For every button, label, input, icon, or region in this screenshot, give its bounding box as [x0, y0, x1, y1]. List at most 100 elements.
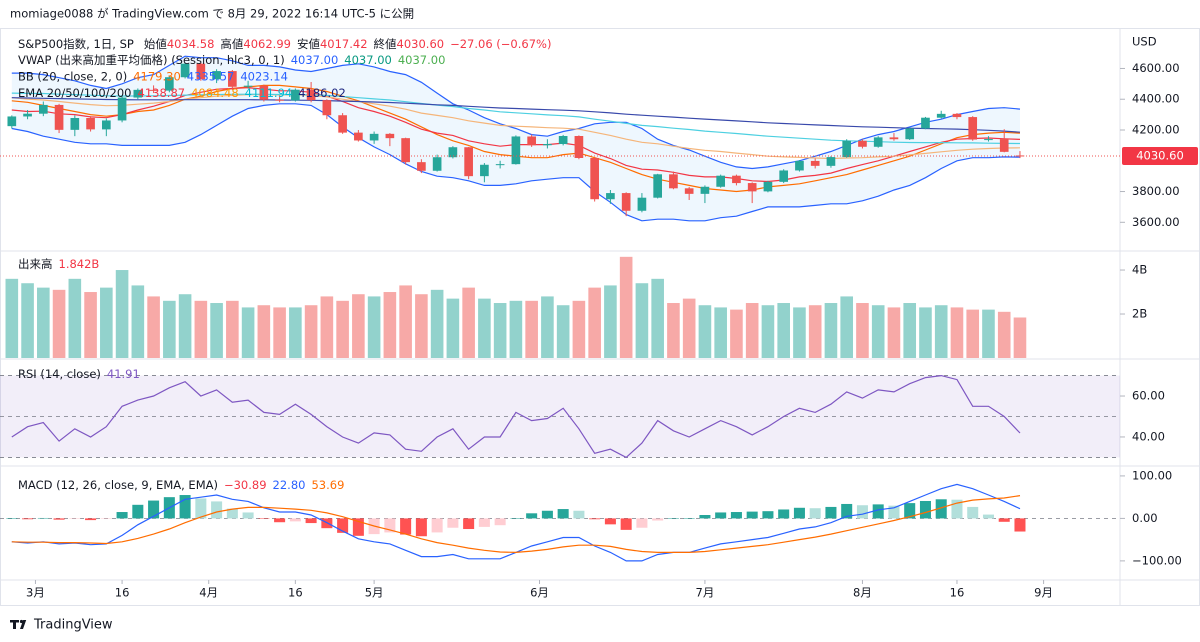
- macd-histogram-bar: [431, 518, 443, 533]
- y-tick-label: 40.00: [1132, 429, 1165, 443]
- y-tick-label: 0.00: [1132, 511, 1158, 525]
- macd-histogram-bar: [904, 503, 916, 519]
- indicator-value: 4023.14: [240, 69, 288, 83]
- macd-histogram-bar: [856, 505, 868, 519]
- volume-bar: [651, 278, 664, 358]
- volume-bar: [840, 296, 853, 358]
- indicator-title: VWAP (出来高加重平均価格) (Session, hlc3, 0, 1): [18, 53, 285, 67]
- macd-histogram-bar: [179, 495, 191, 519]
- brand-name: TradingView: [33, 618, 113, 633]
- volume-bar: [131, 285, 145, 358]
- candle-body: [810, 160, 820, 166]
- pane-legend-value: 1.842B: [59, 257, 100, 271]
- bb-upper: [11, 55, 1021, 170]
- volume-bar: [430, 289, 444, 358]
- candle-body: [936, 113, 946, 118]
- candle-body: [653, 174, 662, 198]
- last-price-label: 4030.60: [1136, 149, 1184, 163]
- legend-row: 出来高 1.842B: [18, 257, 99, 271]
- macd-histogram-bar: [730, 512, 742, 519]
- macd-histogram-bar: [604, 518, 616, 525]
- volume-bar: [745, 303, 759, 358]
- candle-body: [889, 137, 899, 140]
- ohlc-value: 4034.58: [167, 37, 215, 51]
- candle-body: [228, 71, 237, 87]
- overlay-line: [11, 92, 1021, 145]
- candle-body: [369, 133, 379, 141]
- indicator-value: 4111.94: [245, 86, 293, 100]
- macd-histogram-bar: [762, 511, 774, 519]
- macd-histogram-bar: [37, 517, 49, 519]
- y-tick-label: 4B: [1132, 263, 1147, 277]
- candle-body: [417, 162, 426, 171]
- macd-histogram-bar: [982, 514, 994, 519]
- volume-bar: [934, 305, 948, 358]
- candle-body: [873, 137, 883, 147]
- macd-histogram-bar: [919, 500, 931, 519]
- candle-body: [637, 197, 647, 211]
- candle-body: [968, 117, 978, 140]
- macd-histogram-bar: [226, 508, 238, 519]
- change-value: −27.06 (−0.67%): [450, 37, 551, 51]
- volume-bar: [194, 300, 208, 358]
- legend-row: RSI (14, close) 41.91: [18, 367, 140, 381]
- volume-bar: [52, 289, 66, 358]
- indicator-value: 4186.02: [298, 86, 346, 100]
- volume-bar: [588, 287, 601, 358]
- candle-body: [259, 85, 269, 100]
- y-tick-label: 100.00: [1132, 468, 1172, 482]
- volume-bar: [556, 305, 570, 358]
- volume-bar: [808, 305, 822, 358]
- volume-bar: [667, 303, 680, 358]
- candle-body: [543, 144, 552, 146]
- macd-histogram-bar: [274, 518, 286, 523]
- y-tick-label: 2B: [1132, 307, 1147, 321]
- candle-body: [527, 136, 536, 146]
- legend-row: MACD (12, 26, close, 9, EMA, EMA) −30.89 2…: [18, 478, 344, 492]
- legend-row: S&P500指数, 1日, SP 始値4034.58 高値4062.99 安値4017…: [18, 37, 551, 51]
- ohlc-label: 終値: [374, 37, 397, 51]
- candle-body: [275, 99, 284, 101]
- candle-body: [732, 175, 741, 184]
- volume-bar: [714, 307, 727, 358]
- volume-bar: [871, 305, 885, 358]
- brand-logo: [10, 619, 27, 629]
- volume-bar: [950, 307, 964, 358]
- macd-histogram-bar: [998, 518, 1010, 522]
- candle-body: [165, 77, 174, 91]
- x-tick-label: 3月: [26, 586, 45, 600]
- macd-histogram-bar: [809, 508, 821, 519]
- volume-bar: [493, 303, 507, 358]
- volume-bar: [966, 309, 980, 358]
- candle-body: [448, 147, 458, 158]
- volume-bar: [367, 296, 381, 358]
- macd-histogram-bar: [715, 512, 727, 519]
- candle-body: [606, 193, 615, 200]
- macd-histogram-bar: [699, 515, 711, 519]
- pane-title: MACD (12, 26, close, 9, EMA, EMA): [18, 478, 218, 492]
- volume-bar: [509, 300, 523, 358]
- volume-bar: [336, 300, 349, 358]
- macd-histogram-bar: [305, 518, 317, 524]
- volume-bar: [997, 311, 1011, 358]
- macd-histogram-bar: [478, 518, 490, 527]
- macd-histogram-bar: [683, 518, 695, 519]
- macd-histogram-bar: [400, 518, 412, 535]
- candle-body: [826, 157, 836, 166]
- volume-bar: [982, 309, 995, 358]
- volume-bar: [273, 307, 286, 358]
- ohlc-value: 4017.42: [320, 37, 368, 51]
- ohlc-label: 安値: [297, 37, 320, 51]
- candle-body: [511, 136, 521, 165]
- candle-body: [480, 164, 489, 177]
- candle-body: [149, 89, 158, 91]
- volume-bar: [903, 303, 917, 358]
- candle-body: [669, 174, 678, 189]
- pane-title: RSI (14, close): [18, 367, 101, 381]
- rsi-line: [11, 374, 1021, 459]
- macd-histogram-bar: [951, 499, 963, 519]
- candle-body: [38, 104, 48, 114]
- pane-legend-value: 41.91: [107, 367, 140, 381]
- volume-bar: [572, 300, 586, 358]
